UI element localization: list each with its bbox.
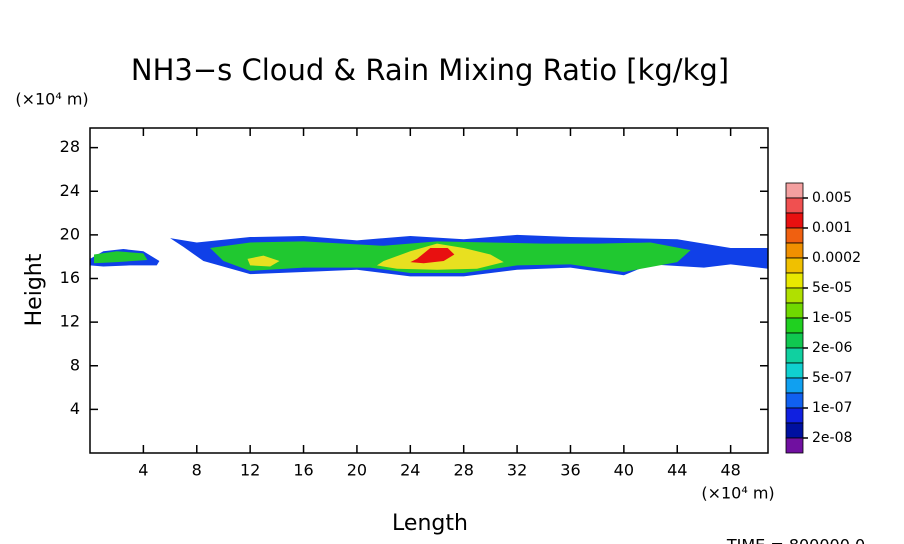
y-tick-label: 16 xyxy=(60,268,80,287)
x-tick-label: 40 xyxy=(614,461,634,480)
colorbar-box xyxy=(785,362,804,379)
colorbar-label: 0.005 xyxy=(812,190,852,206)
colorbar-box xyxy=(785,212,804,229)
x-tick-label: 28 xyxy=(454,461,474,480)
chart-title: NH3−s Cloud & Rain Mixing Ratio [kg/kg] xyxy=(131,53,729,87)
colorbar-label: 2e-06 xyxy=(812,340,852,356)
x-tick-label: 36 xyxy=(560,461,580,480)
colorbar-box xyxy=(785,182,804,199)
contour-region xyxy=(94,251,148,264)
colorbar-label: 0.001 xyxy=(812,220,852,236)
colorbar-box xyxy=(785,197,804,214)
colorbar-box xyxy=(785,227,804,244)
x-tick-label: 12 xyxy=(240,461,260,480)
colorbar-box xyxy=(785,317,804,334)
plot-frame xyxy=(89,127,769,454)
y-tick-label: 24 xyxy=(60,181,80,200)
y-tick-label: 8 xyxy=(70,355,80,374)
colorbar-box xyxy=(785,257,804,274)
colorbar-label: 1e-07 xyxy=(812,400,852,416)
x-tick-label: 4 xyxy=(138,461,148,480)
colorbar-box xyxy=(785,287,804,304)
colorbar-box xyxy=(785,242,804,259)
x-unit: (×10⁴ m) xyxy=(701,484,774,503)
colorbar-label: 1e-05 xyxy=(812,310,852,326)
x-axis-label: Length xyxy=(392,511,468,536)
x-tick-label: 44 xyxy=(667,461,687,480)
x-tick-label: 20 xyxy=(347,461,367,480)
x-tick-label: 48 xyxy=(720,461,740,480)
colorbar-box xyxy=(785,332,804,349)
x-tick-label: 16 xyxy=(293,461,313,480)
contour-region xyxy=(410,247,455,264)
y-unit: (×10⁴ m) xyxy=(15,90,88,109)
y-tick-label: 4 xyxy=(70,399,80,418)
colorbar-box xyxy=(785,422,804,439)
colorbar-box xyxy=(785,377,804,394)
colorbar-label: 5e-07 xyxy=(812,370,852,386)
x-tick-label: 24 xyxy=(400,461,420,480)
contour-region xyxy=(247,255,280,267)
y-axis-label: Height xyxy=(22,253,47,326)
x-tick-label: 32 xyxy=(507,461,527,480)
colorbar-label: 0.0002 xyxy=(812,250,861,266)
colorbar-box xyxy=(785,407,804,424)
colorbar-box xyxy=(785,392,804,409)
y-tick-label: 12 xyxy=(60,312,80,331)
y-tick-label: 28 xyxy=(60,137,80,156)
colorbar-label: 5e-05 xyxy=(812,280,852,296)
x-tick-label: 8 xyxy=(192,461,202,480)
colorbar-box xyxy=(785,272,804,289)
colorbar-box xyxy=(785,437,804,454)
colorbar-box xyxy=(785,347,804,364)
footer: TIME = 800000.0 xyxy=(726,536,865,544)
colorbar-box xyxy=(785,302,804,319)
colorbar-label: 2e-08 xyxy=(812,430,852,446)
y-tick-label: 20 xyxy=(60,224,80,243)
